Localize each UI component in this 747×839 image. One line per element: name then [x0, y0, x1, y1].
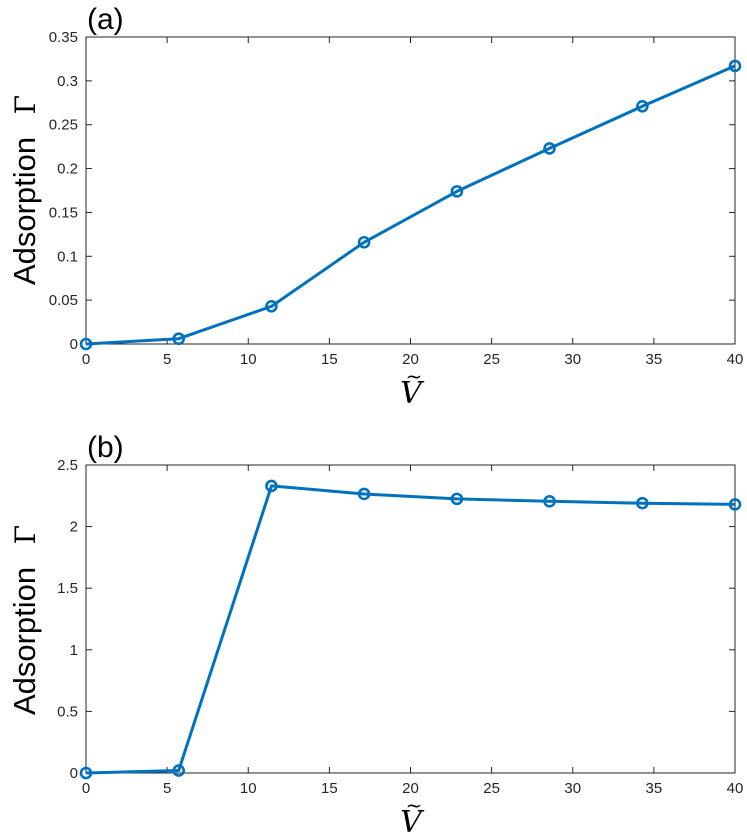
series-line-a	[85, 64, 736, 346]
y-tick-label-b: 0	[70, 765, 78, 782]
data-point-a	[636, 99, 649, 113]
y-tick-label-b: 0.5	[57, 703, 78, 720]
plot-area-a	[85, 36, 736, 345]
data-point-a	[265, 299, 278, 313]
x-tick-label-a: 25	[483, 351, 500, 368]
x-axis-label-b: V ~	[400, 793, 425, 839]
data-point-b	[265, 479, 278, 493]
x-tick-label-b: 5	[163, 780, 171, 797]
data-point-b	[79, 766, 93, 780]
y-axis-label-word-a: Adsorption	[7, 137, 42, 285]
plot-area-b	[85, 464, 736, 774]
x-tick-label-a: 15	[321, 351, 338, 368]
x-axis-label-symbol-a: V	[400, 376, 425, 411]
y-tick-label-b: 2	[70, 519, 78, 536]
x-tick-label-a: 35	[646, 351, 663, 368]
data-point-a	[172, 332, 186, 346]
x-tick-label-b: 30	[564, 780, 581, 797]
x-tick-label-a: 0	[82, 351, 90, 368]
x-tick-label-b: 0	[82, 780, 90, 797]
panel-label-a: (a)	[87, 3, 124, 36]
x-tick-label-b: 35	[646, 780, 663, 797]
data-point-b	[636, 496, 649, 510]
x-tick-label-b: 10	[240, 780, 257, 797]
x-axis-label-accent-a: ~	[406, 364, 423, 388]
ticks-b: 0 5 10 15 20 25 30 35 40 0 0.5 1 1.5 2 2.5	[57, 457, 743, 797]
x-axis-label-accent-b: ~	[406, 793, 423, 817]
data-point-a	[357, 235, 371, 249]
y-axis-label-symbol-b: Γ	[9, 525, 42, 544]
y-tick-label-b: 1.5	[57, 580, 78, 597]
y-tick-label-a: 0.1	[57, 248, 78, 265]
y-tick-label-a: 0	[70, 336, 78, 353]
series-line-b	[85, 484, 736, 775]
y-tick-label-b: 1	[70, 642, 78, 659]
x-tick-label-b: 25	[483, 780, 500, 797]
svg-text:Adsorption Γ: Adsorption Γ	[7, 525, 42, 715]
y-tick-label-a: 0.35	[49, 29, 78, 46]
svg-text:Adsorption Γ: Adsorption Γ	[7, 95, 42, 285]
x-tick-label-b: 15	[321, 780, 338, 797]
x-tick-label-a: 40	[727, 351, 744, 368]
data-point-a	[543, 142, 556, 155]
y-axis-label-word-b: Adsorption	[7, 567, 42, 715]
y-axis-label-symbol-a: Γ	[9, 95, 42, 114]
x-tick-label-a: 5	[163, 351, 171, 368]
y-tick-label-b: 2.5	[57, 457, 78, 474]
data-point-a	[450, 185, 464, 198]
panel-a: (a) Adsorption Γ V ~ 0 5 10 15 20 25 30 35 40 0 0.…	[7, 3, 743, 411]
y-axis-label-a: Adsorption Γ	[7, 95, 42, 285]
series-b	[79, 479, 742, 780]
x-tick-label-b: 40	[727, 780, 744, 797]
x-tick-label-a: 10	[240, 351, 257, 368]
y-tick-label-a: 0.2	[57, 161, 78, 178]
x-axis-label-symbol-b: V	[400, 805, 425, 839]
data-point-b	[172, 764, 186, 777]
panel-label-b: (b)	[87, 431, 124, 464]
ticks-a: 0 5 10 15 20 25 30 35 40 0 0.05 0.1 0.15 0.2 0.25 0.3 0.…	[49, 29, 744, 368]
y-tick-label-a: 0.25	[49, 117, 78, 134]
y-axis-label-b: Adsorption Γ	[7, 525, 42, 715]
data-point-b	[450, 492, 464, 506]
data-point-a	[79, 337, 93, 351]
y-tick-label-a: 0.05	[49, 292, 78, 309]
x-tick-label-b: 20	[402, 780, 419, 797]
data-point-b	[543, 495, 556, 508]
series-a	[79, 59, 742, 351]
x-tick-label-a: 20	[402, 351, 419, 368]
data-point-a	[728, 59, 742, 73]
x-axis-label-a: V ~	[400, 364, 425, 411]
panel-b: (b) Adsorption Γ V ~ 0 5 10 15 20 25 30 35 40 0 0.…	[7, 431, 743, 839]
y-tick-label-a: 0.3	[57, 73, 78, 90]
data-point-b	[728, 498, 742, 511]
y-tick-label-a: 0.15	[49, 204, 78, 221]
x-tick-label-a: 30	[564, 351, 581, 368]
data-point-b	[357, 487, 371, 501]
